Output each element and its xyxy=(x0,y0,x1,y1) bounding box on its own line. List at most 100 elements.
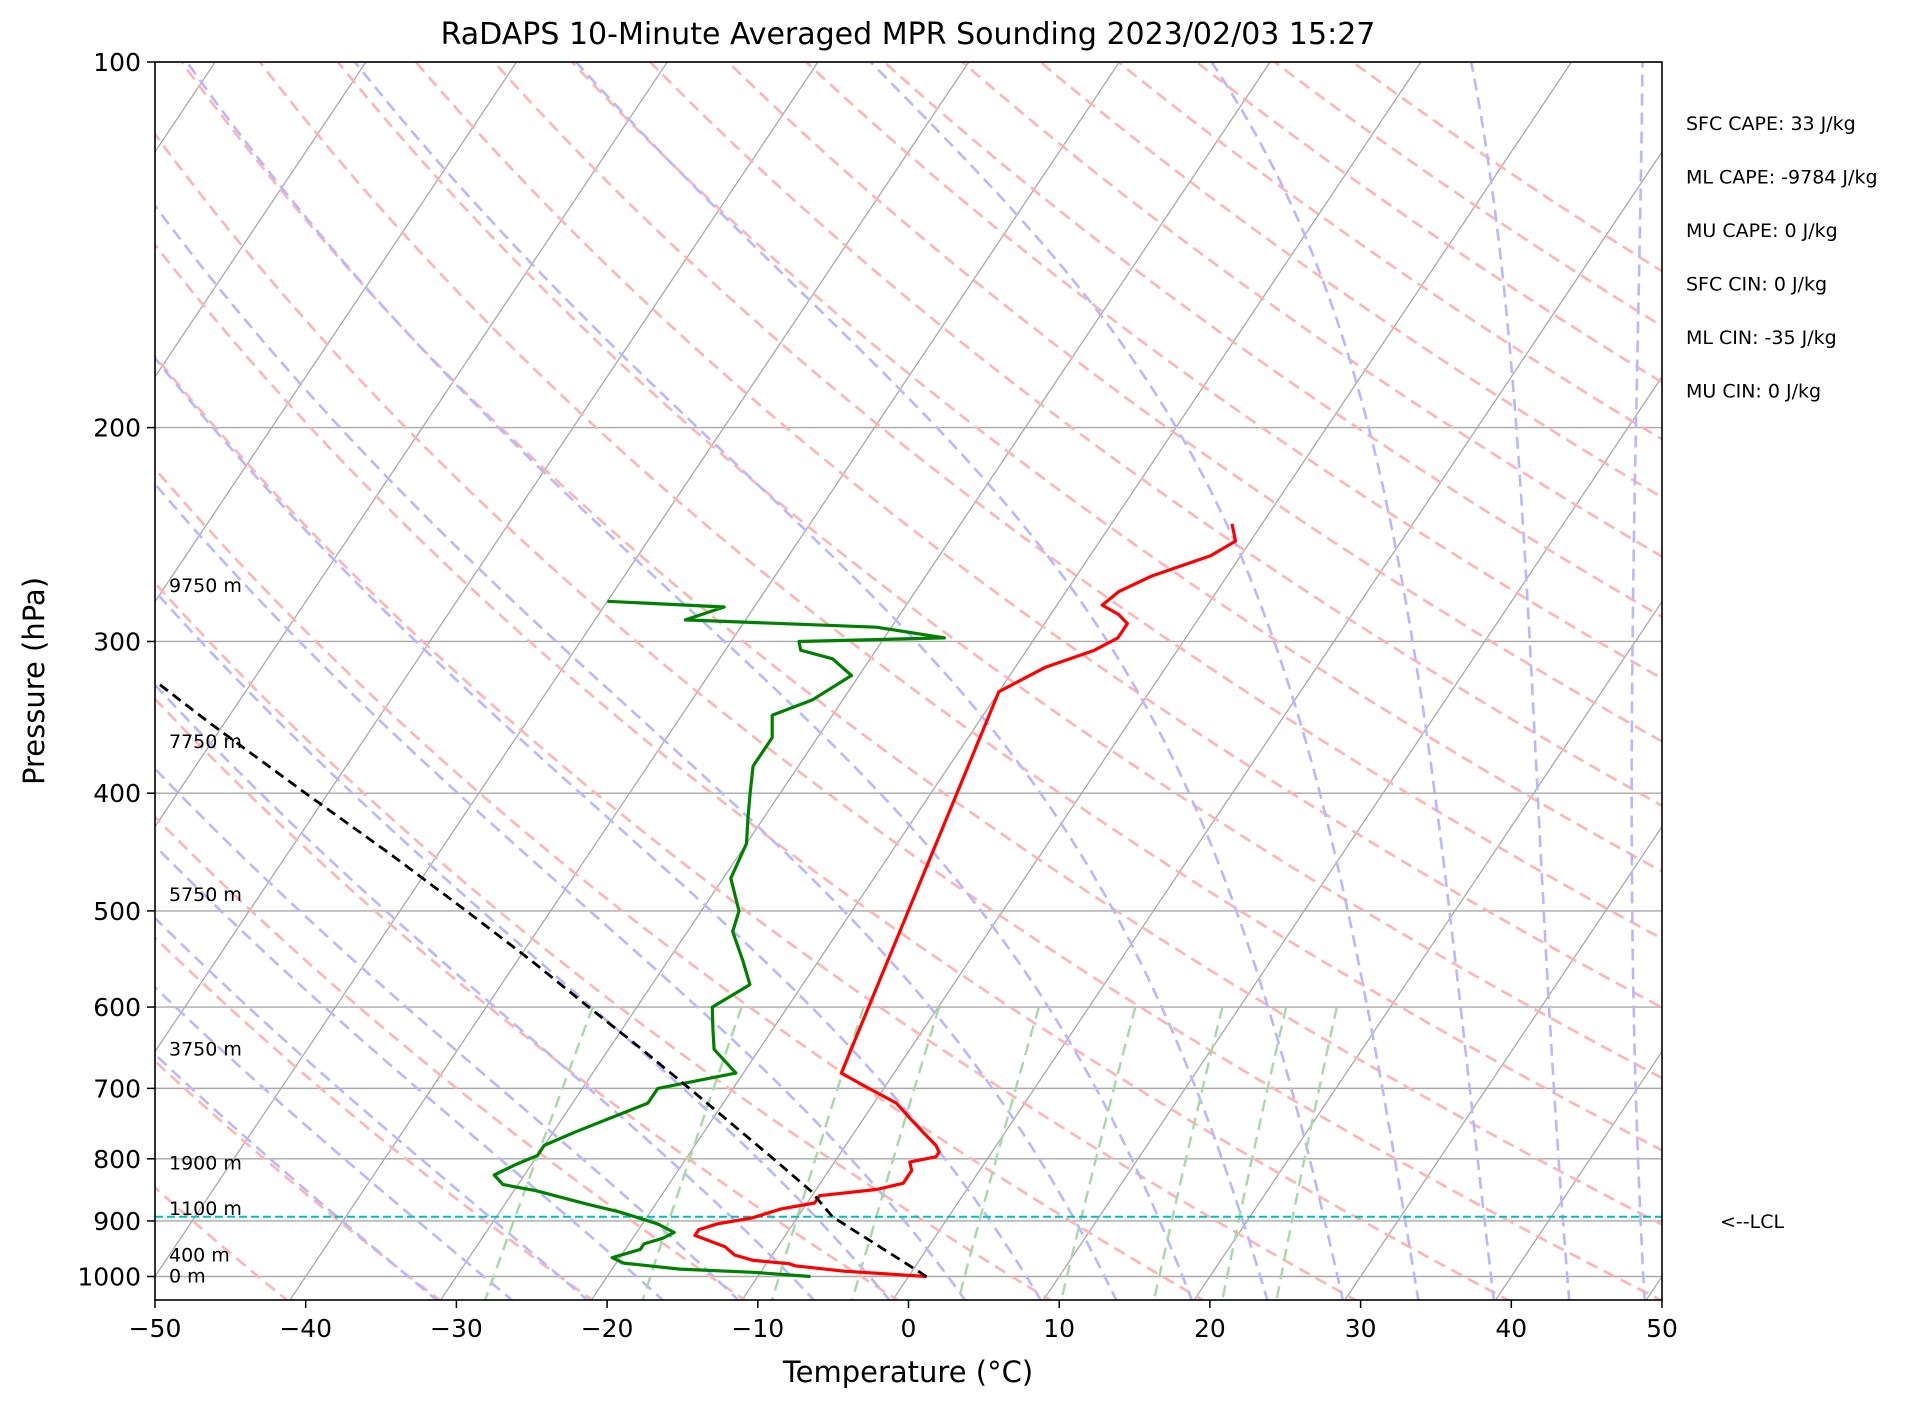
x-tick-label: 20 xyxy=(1194,1314,1226,1343)
temperature-line xyxy=(693,523,1238,1279)
dry-adiabat xyxy=(1195,62,1662,384)
y-tick-label: 600 xyxy=(93,993,141,1022)
height-label: 0 m xyxy=(169,1266,206,1288)
parcel-line xyxy=(155,679,928,1278)
x-tick-label: 30 xyxy=(1345,1314,1377,1343)
dry-adiabat xyxy=(571,62,1662,873)
isotherm-line xyxy=(741,62,1573,1300)
y-tick-label: 700 xyxy=(93,1074,141,1103)
dry-adiabat xyxy=(493,62,1662,941)
isotherm-line xyxy=(155,62,819,1053)
moist-adiabat xyxy=(155,985,514,1300)
y-tick-label: 400 xyxy=(93,779,141,808)
dry-adiabat xyxy=(1273,62,1662,328)
x-tick-label: −20 xyxy=(581,1314,634,1343)
dry-adiabat xyxy=(155,1059,442,1300)
mixing-ratio-line xyxy=(957,1006,1041,1300)
x-tick-label: 0 xyxy=(901,1314,917,1343)
isotherm-line xyxy=(590,62,1422,1300)
dry-adiabat xyxy=(155,815,748,1300)
dry-adiabat xyxy=(155,466,1206,1300)
height-label: 1900 m xyxy=(169,1152,242,1174)
moist-adiabat xyxy=(155,916,590,1300)
x-axis-label: Temperature (°C) xyxy=(782,1355,1033,1389)
height-label: 7750 m xyxy=(169,731,242,753)
dry-adiabat xyxy=(883,62,1662,619)
isotherm-line xyxy=(155,62,970,1278)
isotherm-line xyxy=(155,62,367,378)
mixing-ratio-line xyxy=(1060,1006,1137,1300)
mixing-ratio-line xyxy=(483,1006,594,1300)
index-text: SFC CIN: 0 J/kg xyxy=(1686,274,1827,296)
dry-adiabat xyxy=(1117,62,1662,441)
dry-adiabat xyxy=(336,62,1662,1080)
moist-adiabat xyxy=(155,766,741,1300)
index-text: SFC CAPE: 33 J/kg xyxy=(1686,113,1856,135)
height-label: 5750 m xyxy=(169,884,242,906)
index-text: ML CAPE: -9784 J/kg xyxy=(1686,167,1878,189)
lcl-label: <--LCL xyxy=(1720,1211,1784,1233)
isotherm-line xyxy=(1645,1275,1662,1300)
mixing-ratio-line xyxy=(641,1006,743,1300)
y-tick-label: 300 xyxy=(93,627,141,656)
height-label: 9750 m xyxy=(169,575,242,597)
x-tick-label: 50 xyxy=(1646,1314,1678,1343)
dewpoint-line xyxy=(492,599,947,1279)
isotherm-line xyxy=(1344,825,1662,1300)
moist-adiabat xyxy=(155,589,892,1300)
moist-adiabat xyxy=(1469,62,1571,1300)
dry-adiabat xyxy=(155,581,1053,1300)
moist-adiabat xyxy=(575,62,1345,1300)
index-text: MU CIN: 0 J/kg xyxy=(1686,381,1821,403)
height-label: 1100 m xyxy=(169,1198,242,1220)
index-text: MU CAPE: 0 J/kg xyxy=(1686,220,1838,242)
x-tick-label: 40 xyxy=(1495,1314,1527,1343)
dry-adiabat xyxy=(155,242,1511,1300)
x-tick-label: 10 xyxy=(1043,1314,1075,1343)
y-tick-label: 900 xyxy=(93,1207,141,1236)
dry-adiabat xyxy=(1039,62,1662,499)
isotherm-line xyxy=(155,62,518,603)
moist-adiabat xyxy=(155,682,816,1300)
x-tick-label: −40 xyxy=(279,1314,332,1343)
x-tick-label: −50 xyxy=(129,1314,182,1343)
dry-adiabat xyxy=(180,62,1662,1226)
height-label: 3750 m xyxy=(169,1038,242,1060)
moist-adiabat xyxy=(155,1052,439,1300)
dry-adiabat xyxy=(258,62,1662,1152)
isotherm-line xyxy=(1193,600,1662,1300)
moist-adiabat xyxy=(155,844,665,1300)
moist-adiabat xyxy=(185,62,1194,1300)
moist-adiabat xyxy=(1210,62,1496,1300)
chart-title: RaDAPS 10-Minute Averaged MPR Sounding 2… xyxy=(441,17,1376,52)
dry-adiabat xyxy=(1351,62,1662,273)
isotherm-line xyxy=(1795,62,1922,1302)
moist-adiabat xyxy=(353,62,1269,1300)
dry-adiabat xyxy=(727,62,1662,743)
moist-adiabat xyxy=(1630,62,1646,1300)
x-axis-ticks: −50 −40 −30 −20 −10 0 10 20 30 40 50 xyxy=(129,1300,1678,1343)
mixing-ratio-line xyxy=(1275,1006,1338,1300)
dry-adiabat xyxy=(155,697,900,1300)
y-axis-label: Pressure (hPa) xyxy=(17,577,51,785)
dry-adiabat xyxy=(155,132,1662,1300)
index-text: ML CIN: -35 J/kg xyxy=(1686,327,1837,349)
isotherm-line xyxy=(155,62,668,828)
isotherm-line xyxy=(1494,1050,1662,1300)
mixing-ratio-line xyxy=(850,1006,941,1300)
isotherm-line xyxy=(891,150,1662,1300)
x-tick-label: −10 xyxy=(731,1314,784,1343)
y-tick-label: 100 xyxy=(93,48,141,77)
y-tick-label: 1000 xyxy=(77,1263,141,1292)
sounding-lines xyxy=(155,523,1238,1279)
isotherm-line xyxy=(1042,375,1662,1300)
mixing-ratio-line xyxy=(1221,1006,1288,1300)
mixing-ratio-line xyxy=(1152,1006,1224,1300)
height-labels: 9750 m 7750 m 5750 m 3750 m 1900 m 1100 m 400 … xyxy=(169,575,242,1288)
dry-adiabat xyxy=(155,935,595,1300)
moist-adiabat xyxy=(869,62,1420,1300)
y-axis-ticks: 100 200 300 400 500 600 700 800 900 1000 xyxy=(77,48,155,1292)
dry-adiabat xyxy=(649,62,1662,808)
dry-adiabat xyxy=(155,354,1359,1300)
